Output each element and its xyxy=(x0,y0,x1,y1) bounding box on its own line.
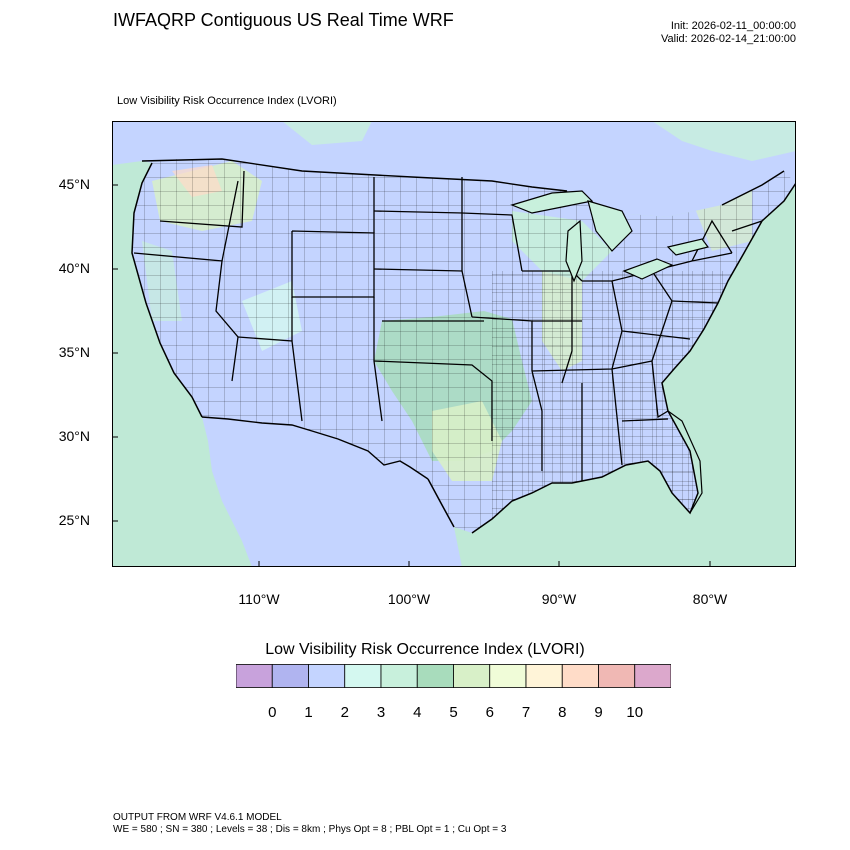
legend-tick-0: 0 xyxy=(268,704,277,721)
legend-swatch-5 xyxy=(416,664,454,688)
field-label: Low Visibility Risk Occurrence Index (LV… xyxy=(117,95,337,107)
legend-tick-10: 10 xyxy=(626,704,644,721)
lon-label-90: 90°W xyxy=(541,591,577,607)
legend-tick-7: 7 xyxy=(521,704,531,721)
legend-swatch-10 xyxy=(598,664,636,688)
legend-swatch-2 xyxy=(308,664,346,688)
legend-swatch-7 xyxy=(489,664,527,688)
legend-tick-9: 9 xyxy=(594,704,603,721)
legend-swatch-11 xyxy=(634,664,671,688)
legend-swatch-1 xyxy=(271,664,309,688)
legend-tick-6: 6 xyxy=(485,704,494,721)
legend-swatch-3 xyxy=(344,664,382,688)
lon-label-80: 80°W xyxy=(692,591,728,607)
legend-title: Low Visibility Risk Occurrence Index (LV… xyxy=(265,641,585,658)
legend-tick-2: 2 xyxy=(340,704,349,721)
canada-border xyxy=(141,158,785,206)
lat-label-25: 25°N xyxy=(58,512,90,528)
lat-label-40: 40°N xyxy=(58,260,90,276)
valid-time: Valid: 2026-02-14_21:00:00 xyxy=(661,33,796,45)
legend-tick-5: 5 xyxy=(449,704,458,721)
lat-label-35: 35°N xyxy=(58,344,90,360)
florida-coast xyxy=(667,410,703,514)
legend-swatch-4 xyxy=(380,664,418,688)
great-lakes xyxy=(510,190,710,283)
lat-label-30: 30°N xyxy=(58,428,90,444)
mexico-land xyxy=(202,417,462,567)
legend-swatch-9 xyxy=(561,664,599,688)
canada-land xyxy=(112,121,796,217)
legend-swatch-6 xyxy=(453,664,491,688)
conus-map xyxy=(112,121,796,567)
color-legend-bar xyxy=(236,664,671,688)
legend-tick-4: 4 xyxy=(413,704,422,721)
map-panel xyxy=(112,121,796,567)
lat-label-45: 45°N xyxy=(58,176,90,192)
model-config: WE = 580 ; SN = 380 ; Levels = 38 ; Dis … xyxy=(113,824,507,835)
map-frame xyxy=(112,121,796,567)
legend-swatch-8 xyxy=(525,664,563,688)
legend-swatch-0 xyxy=(236,664,273,688)
lon-label-110: 110°W xyxy=(238,591,280,607)
legend-tick-1: 1 xyxy=(304,704,313,721)
mexico-border xyxy=(201,416,429,480)
page-title: IWFAQRP Contiguous US Real Time WRF xyxy=(113,10,454,30)
model-info: OUTPUT FROM WRF V4.6.1 MODEL xyxy=(113,812,282,823)
legend-tick-8: 8 xyxy=(558,704,567,721)
coastline xyxy=(131,162,796,534)
init-time: Init: 2026-02-11_00:00:00 xyxy=(670,20,796,32)
baja-peninsula xyxy=(210,421,244,521)
legend-tick-3: 3 xyxy=(376,704,386,721)
lon-label-100: 100°W xyxy=(387,591,431,607)
